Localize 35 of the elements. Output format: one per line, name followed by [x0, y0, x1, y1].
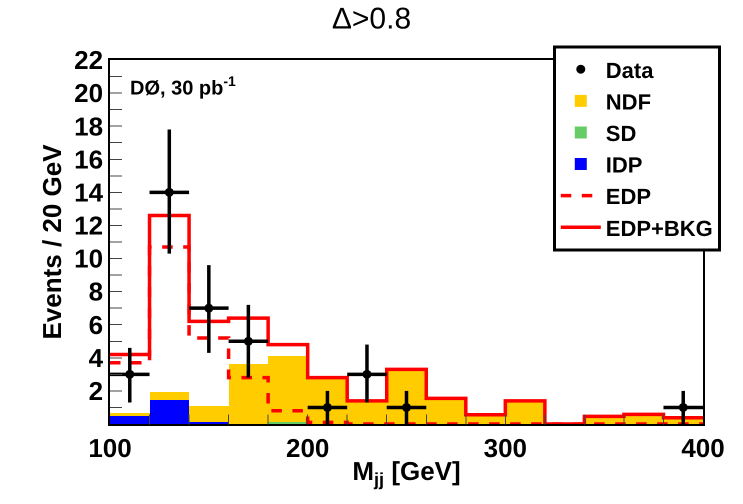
legend-label: IDP [606, 152, 642, 178]
legend-label: Data [606, 58, 654, 83]
bar [150, 392, 189, 400]
legend-label: EDP [606, 184, 652, 210]
y-tick-label: 20 [74, 78, 104, 108]
y-tick-label: 14 [74, 177, 104, 208]
point [164, 188, 174, 197]
y-axis-title: Events / 20 GeV [37, 144, 68, 340]
annotation: DØ, 30 pb$^{-1}$ [130, 73, 236, 100]
chart-title: Δ>0.8 [332, 2, 412, 36]
x-tick-label: 400 [681, 432, 725, 463]
y-tick-label: 2 [88, 376, 104, 406]
y-tick-label: 22 [74, 45, 104, 76]
legend-label: EDP+BKG [606, 216, 713, 241]
y-tick-label: 4 [88, 342, 104, 373]
point [322, 402, 332, 412]
legend-label: NDF [606, 89, 652, 114]
x-tick-label: 100 [88, 432, 132, 463]
x-tick-label: 200 [286, 432, 330, 463]
point [362, 370, 372, 379]
y-tick-label: 10 [74, 244, 104, 274]
point [125, 370, 134, 379]
x-tick-label: 300 [484, 432, 528, 463]
x-axis-title: M$_{jj}$ [GeV] [352, 456, 461, 490]
point [678, 402, 688, 412]
bar [110, 413, 150, 416]
y-tick-label: 16 [74, 144, 104, 174]
point [244, 336, 253, 346]
y-tick-label: 18 [74, 111, 104, 142]
point [402, 402, 411, 412]
y-tick-label: 6 [88, 310, 104, 340]
y-tick-label: 12 [74, 210, 104, 241]
point [204, 304, 214, 313]
legend-label: SD [606, 121, 636, 146]
y-tick-label: 8 [88, 276, 104, 307]
